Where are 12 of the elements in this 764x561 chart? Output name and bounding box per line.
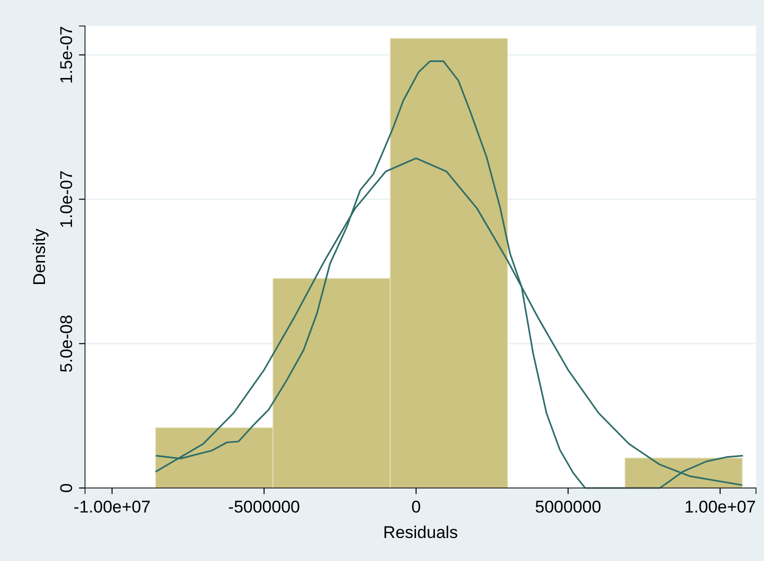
- x-tick-label: 0: [411, 497, 421, 516]
- y-tick-label: 0: [57, 483, 76, 493]
- line-series: [155, 60, 744, 489]
- x-tick-label: 5000000: [535, 497, 602, 516]
- x-tick-label: -1.00e+07: [74, 497, 151, 516]
- y-axis-title: Density: [30, 228, 49, 286]
- x-axis-title: Residuals: [383, 523, 458, 542]
- y-tick-label: 5.0e-08: [57, 314, 76, 372]
- x-tick-label: -5000000: [228, 497, 300, 516]
- y-tick-label: 1.5e-07: [57, 26, 76, 84]
- x-tick-label: 1.00e+07: [684, 497, 756, 516]
- y-tick-label: 1.0e-07: [57, 170, 76, 228]
